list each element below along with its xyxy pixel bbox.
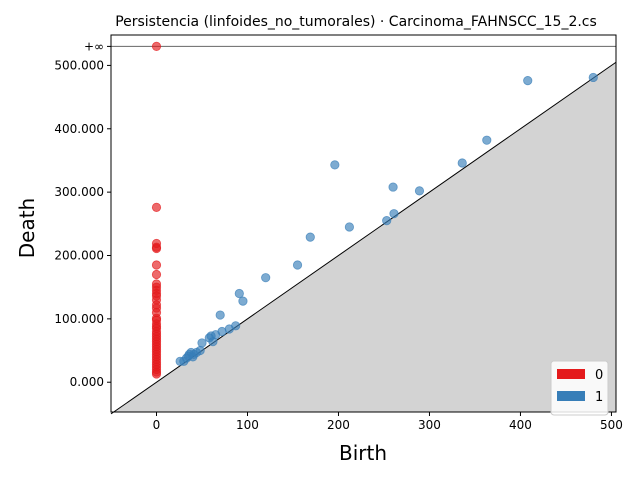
y-tick-label: 400.000	[54, 122, 104, 136]
x-tick-label: 0	[153, 418, 161, 432]
point-dim1	[261, 273, 271, 283]
chart-title: Persistencia (linfoides_no_tumorales) · …	[115, 14, 597, 30]
point-dim1	[382, 216, 392, 226]
point-dim1	[523, 76, 533, 86]
y-tick-label: 0.000	[70, 375, 104, 389]
legend: 01	[550, 360, 609, 416]
point-dim0	[151, 269, 162, 280]
point-dim1	[188, 352, 198, 362]
point-dim1	[175, 356, 185, 366]
x-tick-label: 400	[509, 418, 532, 432]
point-dim0	[151, 260, 162, 270]
y-tick-label: 500.000	[54, 58, 104, 72]
point-dim1	[197, 338, 207, 348]
y-tick-label: 100.000	[54, 312, 104, 326]
point-dim0	[151, 41, 162, 52]
point-dim0	[151, 202, 162, 212]
point-dim1	[292, 260, 303, 270]
point-dim1	[234, 288, 244, 299]
point-dim1	[482, 135, 492, 145]
x-axis-label: Birth	[339, 441, 387, 465]
point-dim1	[588, 72, 598, 83]
x-tick-label: 100	[236, 418, 259, 432]
point-dim0	[151, 243, 162, 254]
x-tick-label: 200	[327, 418, 350, 432]
legend-label: 1	[595, 390, 603, 405]
point-dim1	[204, 333, 214, 343]
axes-frame	[110, 34, 617, 413]
point-dim1	[457, 158, 467, 168]
legend-label: 0	[595, 368, 603, 383]
point-dim1	[330, 160, 340, 170]
legend-swatch	[557, 369, 585, 379]
x-tick-label: 300	[418, 418, 441, 432]
legend-swatch	[557, 391, 585, 401]
point-dim1	[305, 232, 315, 242]
y-tick-label: 200.000	[54, 248, 104, 262]
plot-area: 0 100 200 300 400 5000.000100.000200.000300.0…	[54, 34, 623, 432]
y-axis-label: Death	[15, 198, 39, 258]
infinity-tick-label: +∞	[84, 39, 104, 53]
point-dim1	[388, 182, 398, 192]
y-tick-label: 300.000	[54, 185, 104, 199]
x-tick-label: 500	[600, 418, 623, 432]
point-dim1	[414, 186, 425, 196]
point-dim1	[215, 310, 225, 320]
point-dim1	[389, 209, 399, 219]
point-dim1	[344, 222, 354, 232]
point-dim1	[238, 296, 248, 306]
point-dim0	[151, 369, 162, 379]
